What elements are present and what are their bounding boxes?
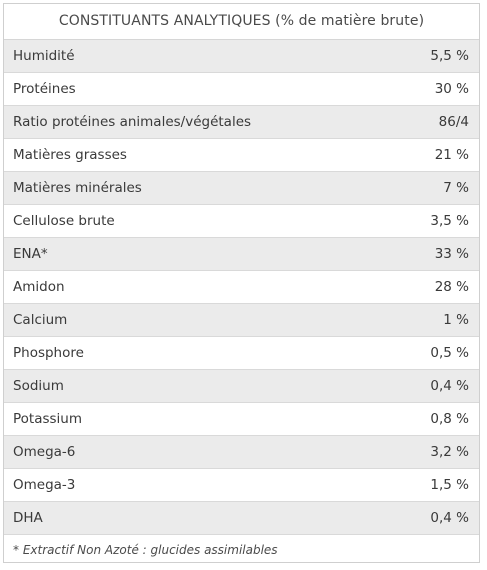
row-value: 1 % — [443, 312, 469, 328]
row-value: 3,2 % — [430, 444, 469, 460]
table-row: Sodium 0,4 % — [4, 370, 479, 403]
row-label: ENA* — [13, 246, 48, 262]
footnote: * Extractif Non Azoté : glucides assimil… — [13, 543, 278, 557]
row-label: Cellulose brute — [13, 213, 115, 229]
table-row: ENA* 33 % — [4, 238, 479, 271]
row-label: Potassium — [13, 411, 83, 427]
table-row: Humidité 5,5 % — [4, 40, 479, 73]
row-value: 33 % — [434, 246, 469, 262]
table-row: Matières grasses 21 % — [4, 139, 479, 172]
row-label: Ratio protéines animales/végétales — [13, 114, 252, 130]
table-row: Calcium 1 % — [4, 304, 479, 337]
row-value: 0,8 % — [430, 411, 469, 427]
row-value: 3,5 % — [430, 213, 469, 229]
table-row: Omega-3 1,5 % — [4, 469, 479, 502]
table-title: CONSTITUANTS ANALYTIQUES (% de matière b… — [4, 4, 479, 40]
table-row: Amidon 28 % — [4, 271, 479, 304]
row-label: Omega-3 — [13, 477, 76, 493]
row-label: Matières minérales — [13, 180, 142, 196]
table-row: Ratio protéines animales/végétales 86/4 — [4, 106, 479, 139]
row-label: Omega-6 — [13, 444, 76, 460]
row-value: 1,5 % — [430, 477, 469, 493]
row-label: DHA — [13, 510, 43, 526]
table-row: DHA 0,4 % — [4, 502, 479, 535]
row-label: Humidité — [13, 48, 75, 64]
row-value: 0,5 % — [430, 345, 469, 361]
row-label: Protéines — [13, 81, 76, 97]
row-value: 0,4 % — [430, 378, 469, 394]
row-value: 21 % — [434, 147, 469, 163]
table-row: Cellulose brute 3,5 % — [4, 205, 479, 238]
row-label: Matières grasses — [13, 147, 127, 163]
table-row: Potassium 0,8 % — [4, 403, 479, 436]
row-label: Phosphore — [13, 345, 84, 361]
row-label: Calcium — [13, 312, 68, 328]
row-value: 0,4 % — [430, 510, 469, 526]
row-label: Amidon — [13, 279, 65, 295]
table-row: Phosphore 0,5 % — [4, 337, 479, 370]
table-row: Protéines 30 % — [4, 73, 479, 106]
row-value: 30 % — [434, 81, 469, 97]
row-value: 86/4 — [438, 114, 469, 130]
row-value: 5,5 % — [430, 48, 469, 64]
row-label: Sodium — [13, 378, 64, 394]
row-value: 7 % — [443, 180, 469, 196]
analytical-constituents-table: CONSTITUANTS ANALYTIQUES (% de matière b… — [3, 3, 480, 563]
row-value: 28 % — [434, 279, 469, 295]
table-row: Omega-6 3,2 % — [4, 436, 479, 469]
table-row: Matières minérales 7 % — [4, 172, 479, 205]
